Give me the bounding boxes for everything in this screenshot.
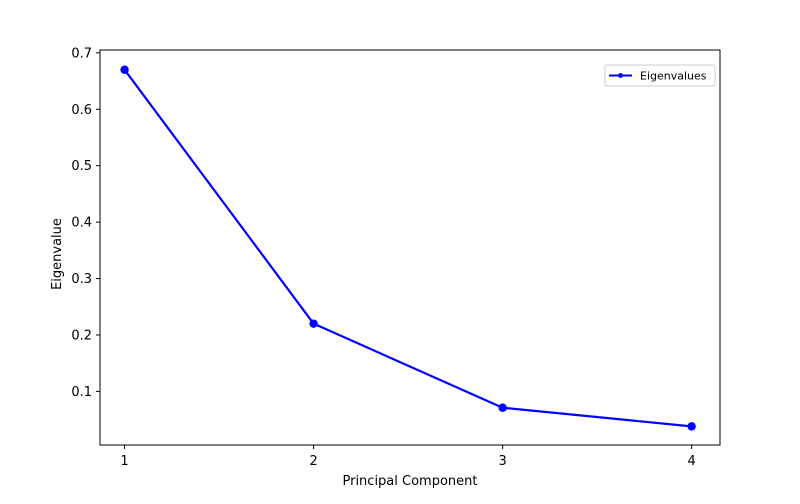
legend-marker-swatch — [618, 73, 623, 78]
x-tick-label: 3 — [498, 454, 506, 469]
legend: Eigenvalues — [604, 64, 716, 87]
x-axis: 1 2 3 4 — [120, 445, 696, 469]
x-tick-label: 1 — [120, 454, 128, 469]
x-tick-label: 4 — [688, 454, 696, 469]
y-tick-label: 0.6 — [71, 103, 92, 118]
data-point — [498, 403, 507, 412]
data-point — [687, 422, 696, 431]
x-tick-label: 2 — [309, 454, 317, 469]
data-point — [309, 319, 318, 328]
y-tick-label: 0.1 — [71, 385, 92, 400]
data-point — [120, 65, 129, 74]
y-tick-label: 0.2 — [71, 328, 92, 343]
y-tick-label: 0.5 — [71, 159, 92, 174]
series-line — [123, 69, 692, 428]
plot-area — [99, 49, 721, 446]
series-layer — [120, 65, 696, 431]
y-tick-label: 0.3 — [71, 272, 92, 287]
legend-box — [604, 64, 716, 87]
legend-label: Eigenvalues — [640, 70, 707, 83]
plot-frame — [99, 49, 721, 446]
x-axis-label: Principal Component — [342, 474, 477, 489]
y-axis-label: Eigenvalue — [50, 218, 65, 290]
y-tick-label: 0.4 — [71, 216, 92, 231]
y-tick-label: 0.7 — [71, 46, 92, 61]
y-axis: 0.1 0.2 0.3 0.4 0.5 0.6 0.7 — [71, 46, 100, 400]
